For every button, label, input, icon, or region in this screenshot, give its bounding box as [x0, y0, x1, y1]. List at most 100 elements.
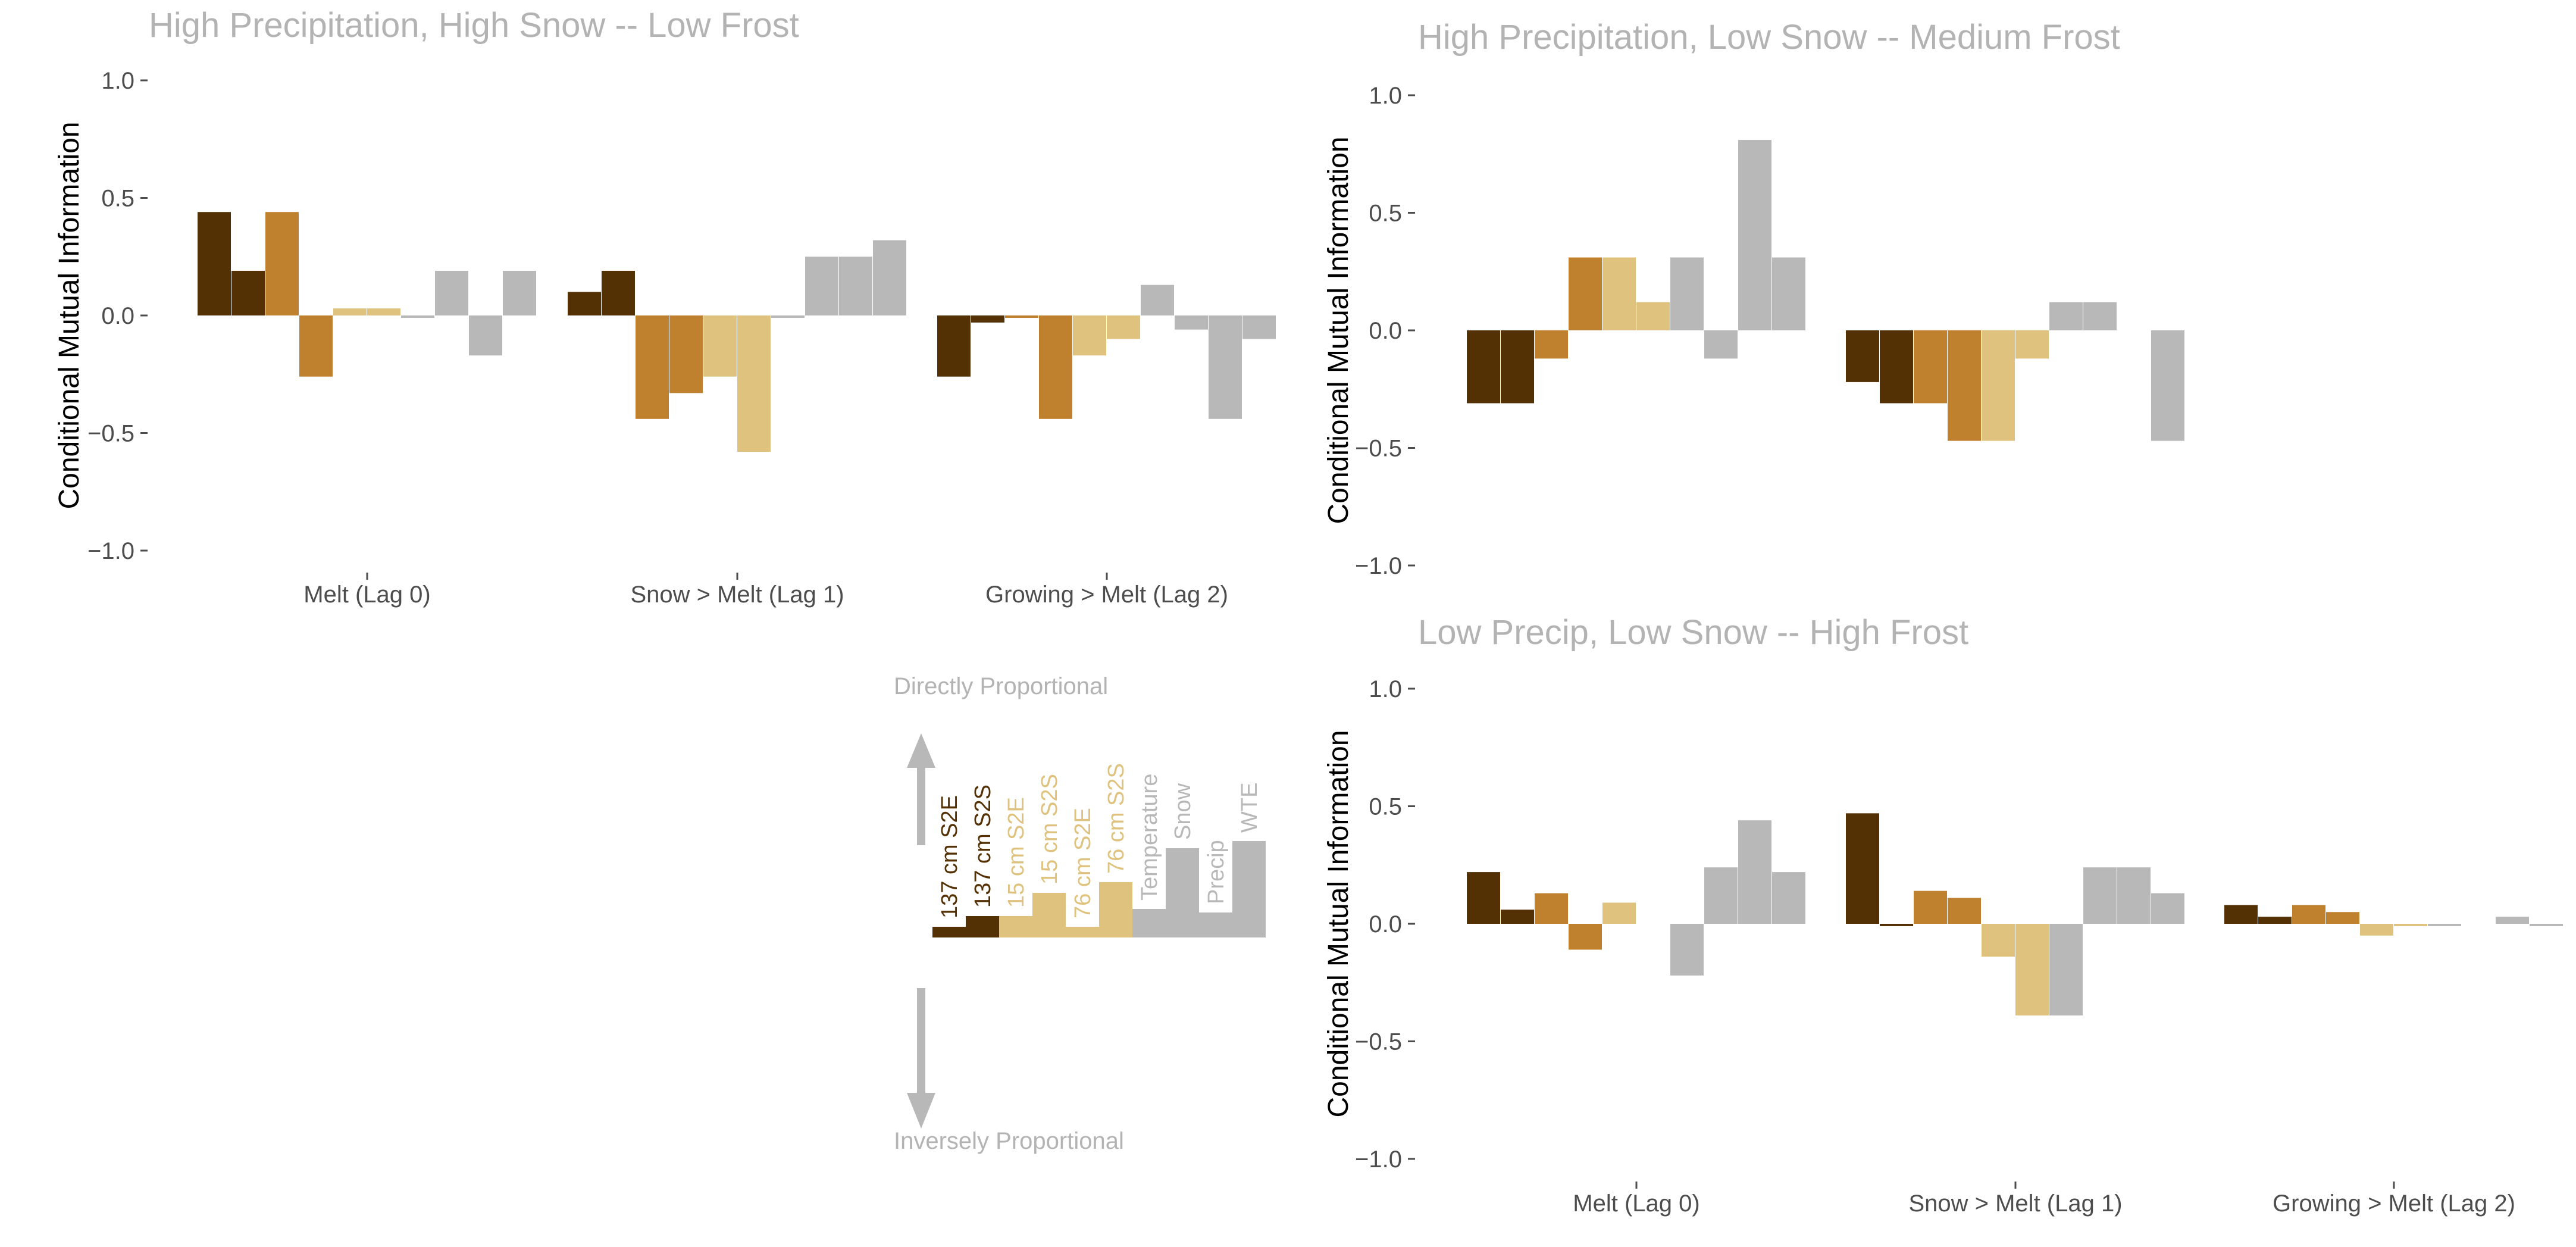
y-axis-label: Conditional Mutual Information [54, 121, 85, 509]
y-tick-label: 1.0 [1369, 83, 1402, 109]
bar-0-2 [1535, 893, 1568, 924]
legend-up-label: Directly Proportional [894, 673, 1108, 699]
bar-0-8 [1738, 820, 1771, 924]
y-tick-label: 0.0 [1369, 911, 1402, 937]
y-tick-label: 0.0 [1369, 318, 1402, 344]
bar-0-0 [198, 212, 231, 315]
bar-0-0 [1467, 872, 1500, 924]
legend-item-label: 137 cm S2E [937, 795, 962, 918]
bar-2-9 [1242, 315, 1276, 339]
bar-1-3 [1948, 898, 1981, 924]
x-tick-label: Growing > Melt (Lag 2) [985, 582, 1228, 608]
bar-1-3 [669, 315, 703, 393]
bar-0-6 [401, 315, 434, 318]
bar-1-2 [1914, 890, 1947, 924]
bar-0-6 [1670, 257, 1704, 330]
bar-1-6 [2049, 302, 2083, 330]
bar-1-1 [1880, 330, 1913, 404]
x-tick-label: Melt (Lag 0) [303, 582, 430, 608]
legend-swatch [999, 916, 1032, 937]
legend-down-arrow-head [907, 1093, 935, 1129]
legend-item-label: Temperature [1137, 774, 1162, 901]
bar-2-5 [1107, 315, 1140, 339]
bar-0-1 [231, 270, 265, 315]
legend-item-label: 76 cm S2S [1104, 763, 1129, 874]
bar-1-0 [1846, 813, 1879, 924]
panel-title: High Precipitation, Low Snow -- Medium F… [1418, 18, 2120, 57]
y-tick-label: 1.0 [1369, 676, 1402, 702]
bar-1-3 [1948, 330, 1981, 441]
bar-2-8 [2496, 917, 2529, 924]
bar-0-0 [1467, 330, 1500, 404]
bar-1-7 [805, 257, 838, 315]
color-legend: Directly Proportional Inversely Proportio… [894, 673, 1266, 1154]
legend-swatch [1099, 882, 1132, 937]
bar-1-8 [839, 257, 872, 315]
legend-item-label: 137 cm S2S [971, 785, 996, 908]
y-tick-label: −1.0 [1355, 1146, 1402, 1173]
bar-0-6 [1670, 924, 1704, 976]
legend-up-arrow-head [907, 733, 935, 768]
y-axis-label: Conditional Mutual Information [1323, 136, 1354, 524]
panel-high-precip-high-snow: High Precipitation, High Snow -- Low Fro… [54, 6, 1276, 608]
y-tick-label: −1.0 [1355, 553, 1402, 579]
bar-2-1 [2258, 917, 2292, 924]
y-axis-label: Conditional Mutual Information [1323, 730, 1354, 1117]
y-tick-label: 1.0 [101, 68, 134, 94]
bar-1-0 [568, 292, 601, 315]
bar-1-5 [737, 315, 771, 452]
bar-2-6 [1141, 285, 1174, 315]
bar-1-2 [636, 315, 669, 419]
x-tick-label: Snow > Melt (Lag 1) [1908, 1190, 2122, 1217]
bar-0-4 [333, 308, 367, 315]
bar-1-5 [2015, 924, 2049, 1016]
bar-1-7 [2083, 867, 2117, 924]
legend-swatch [1132, 909, 1166, 937]
legend-swatch [1066, 927, 1099, 937]
bar-0-4 [1602, 902, 1636, 924]
y-tick-label: 0.5 [101, 186, 134, 212]
bar-2-2 [2292, 905, 2325, 924]
bar-2-3 [1039, 315, 1072, 419]
bar-1-9 [2151, 893, 2184, 924]
panel-title: Low Precip, Low Snow -- High Frost [1418, 613, 1968, 652]
y-tick-label: −1.0 [87, 538, 134, 564]
panel-title: High Precipitation, High Snow -- Low Fro… [149, 6, 799, 45]
legend-swatch [1199, 912, 1232, 937]
bar-0-1 [1501, 330, 1534, 404]
bar-0-8 [1738, 140, 1771, 331]
y-tick-label: −0.5 [87, 421, 134, 447]
bar-1-4 [1982, 924, 2015, 957]
bar-2-5 [2394, 924, 2427, 926]
legend-swatch [1032, 893, 1066, 937]
bar-1-4 [1982, 330, 2015, 441]
bar-0-7 [1704, 330, 1738, 359]
x-tick-label: Growing > Melt (Lag 2) [2273, 1190, 2515, 1217]
panel-low-precip-low-snow: Low Precip, Low Snow -- High Frost Condit… [1323, 613, 2563, 1217]
y-tick-label: 0.0 [101, 303, 134, 329]
bar-2-1 [971, 315, 1004, 323]
bar-0-9 [1772, 257, 1805, 330]
bar-1-5 [2015, 330, 2049, 359]
bar-1-9 [873, 240, 906, 315]
bar-0-7 [1704, 867, 1738, 924]
legend-item-label: 15 cm S2E [1004, 797, 1029, 908]
bar-2-3 [2326, 912, 2359, 924]
bar-0-8 [469, 315, 502, 356]
bar-2-9 [2530, 924, 2563, 926]
legend-item-label: WTE [1237, 783, 1262, 833]
bar-2-2 [1005, 315, 1038, 318]
bar-1-0 [1846, 330, 1879, 382]
bar-2-0 [2224, 905, 2258, 924]
bar-1-8 [2117, 867, 2151, 924]
legend-item-label: 76 cm S2E [1071, 808, 1095, 918]
bar-0-2 [1535, 330, 1568, 359]
bar-1-2 [1914, 330, 1947, 404]
bar-1-6 [771, 315, 805, 318]
legend-swatch [966, 916, 999, 937]
panel-high-precip-low-snow: High Precipitation, Low Snow -- Medium F… [1323, 18, 2184, 579]
bar-0-3 [1569, 924, 1602, 950]
legend-down-label: Inversely Proportional [894, 1128, 1124, 1154]
bar-0-2 [265, 212, 299, 315]
